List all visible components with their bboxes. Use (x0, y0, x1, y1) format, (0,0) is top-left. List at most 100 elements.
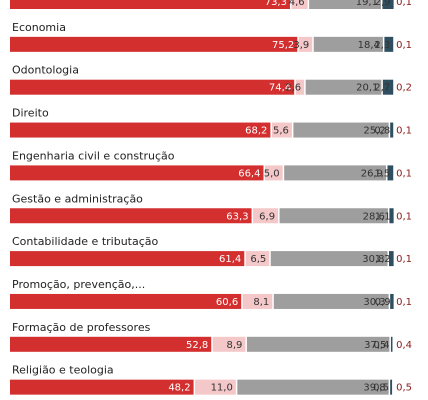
bar-segment (10, 0, 290, 9)
category-label: Formação de professores (12, 321, 151, 334)
value-label: 0,9 (375, 297, 391, 308)
bar-segment (10, 293, 242, 309)
value-label: 1,2 (375, 254, 391, 265)
value-label: 61,4 (219, 254, 241, 265)
category-label: Gestão e administração (12, 192, 143, 205)
value-label: 25,2 (363, 126, 385, 137)
value-label-outside: 0,1 (396, 254, 412, 265)
category-label: Direito (12, 107, 49, 120)
value-label-outside: 0,5 (396, 383, 412, 394)
bar-segment (10, 208, 252, 224)
bar-segment (309, 0, 381, 9)
value-label: 2,6 (285, 83, 301, 94)
value-label: 26,9 (361, 168, 383, 179)
value-label: 52,8 (186, 340, 208, 351)
value-label: 73,3 (265, 0, 287, 8)
value-label: 18,4 (358, 40, 380, 51)
value-label: 6,9 (259, 211, 275, 222)
value-label: 66,4 (238, 168, 260, 179)
value-label: 2,7 (374, 83, 390, 94)
value-label: 60,6 (216, 297, 238, 308)
value-label: 28,6 (363, 211, 385, 222)
bar-segment (10, 251, 245, 267)
category-label: Odontologia (12, 64, 79, 77)
bar-segment (10, 79, 295, 95)
value-label: 4,6 (289, 0, 305, 8)
bar-segment (245, 251, 270, 267)
bar-segment (387, 165, 394, 181)
bar-segment (390, 336, 393, 352)
value-label: 11,0 (211, 383, 233, 394)
value-label-outside: 0,2 (396, 83, 412, 94)
bar-segment (293, 122, 389, 138)
value-label-outside: 0,1 (396, 0, 412, 8)
value-label-outside: 0,1 (396, 40, 412, 51)
value-label: 30,3 (363, 297, 385, 308)
value-label: 75,2 (272, 40, 294, 51)
bar-segment (279, 208, 388, 224)
value-label: 0,5 (373, 383, 389, 394)
value-label-outside: 0,1 (396, 126, 412, 137)
bar-segment (389, 251, 394, 267)
bar-segment (295, 79, 305, 95)
value-label: 0,4 (374, 340, 390, 351)
value-label: 37,5 (364, 340, 386, 351)
bar-segment (271, 122, 292, 138)
bar-segment (212, 336, 246, 352)
category-label: Engenharia civil e construção (12, 149, 175, 162)
bar-segment (284, 165, 386, 181)
bar-segment (390, 293, 394, 309)
value-label: 68,2 (245, 126, 267, 137)
value-label-outside: 0,1 (396, 168, 412, 179)
bar-segment (273, 293, 389, 309)
bar-segment (382, 0, 394, 9)
bar-segment (264, 165, 283, 181)
value-label: 48,2 (168, 383, 190, 394)
bar-segment (389, 208, 394, 224)
value-label: 5,6 (273, 126, 289, 137)
bar-segment (195, 379, 236, 395)
value-label: 74,4 (269, 83, 291, 94)
value-label: 3,9 (293, 40, 309, 51)
bar-segment (242, 293, 273, 309)
value-label: 6,5 (250, 254, 266, 265)
bar-segment (382, 79, 394, 95)
value-label: 8,1 (253, 297, 269, 308)
bar-segment (298, 36, 313, 52)
bar-segment (305, 79, 382, 95)
value-label: 39,8 (363, 383, 385, 394)
bar-segment (10, 379, 194, 395)
bar-segment (10, 165, 264, 181)
value-label: 8,9 (227, 340, 243, 351)
value-label: 1,1 (375, 211, 391, 222)
category-label: Religião e teologia (12, 364, 114, 377)
bar-segment (384, 36, 394, 52)
bar-segment (10, 336, 212, 352)
value-label: 5,0 (264, 168, 280, 179)
bar-segment (390, 122, 394, 138)
value-label: 20,1 (356, 83, 378, 94)
bar-segment (246, 336, 390, 352)
category-label: Promoção, prevenção,... (12, 278, 145, 291)
value-label-outside: 0,1 (396, 211, 412, 222)
bar-segment (10, 122, 271, 138)
value-label: 30,8 (362, 254, 384, 265)
bar-segment (291, 0, 308, 9)
value-label-outside: 0,1 (396, 297, 412, 308)
value-label: 2,3 (374, 40, 390, 51)
category-label: Contabilidade e tributação (12, 235, 159, 248)
value-label: 19,1 (356, 0, 378, 8)
bar-segment (253, 208, 279, 224)
category-label: Economia (12, 21, 66, 34)
bar-segment (390, 379, 393, 395)
value-label-outside: 0,4 (396, 340, 412, 351)
bar-segment (10, 36, 298, 52)
bar-segment (270, 251, 388, 267)
bar-segment (237, 379, 389, 395)
bar-segment (313, 36, 383, 52)
value-label: 0,8 (374, 126, 390, 137)
value-label: 63,3 (226, 211, 248, 222)
value-label: 1,5 (374, 168, 390, 179)
value-label: 2,9 (375, 0, 391, 8)
